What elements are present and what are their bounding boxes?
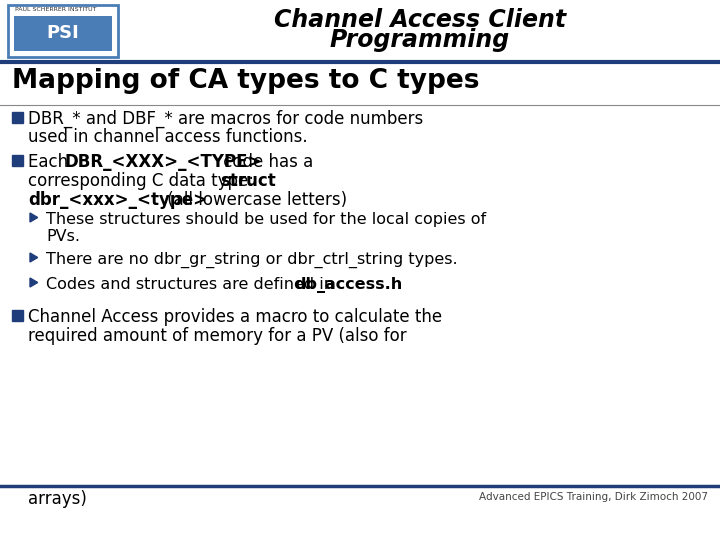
Text: db_access.h: db_access.h xyxy=(294,277,402,293)
Text: used in channel access functions.: used in channel access functions. xyxy=(28,128,307,146)
Text: Each: Each xyxy=(28,153,73,171)
Text: There are no dbr_gr_string or dbr_ctrl_string types.: There are no dbr_gr_string or dbr_ctrl_s… xyxy=(46,252,458,268)
Text: dbr_<xxx>_<type>: dbr_<xxx>_<type> xyxy=(28,191,207,209)
Text: DBR_* and DBF_* are macros for code numbers: DBR_* and DBF_* are macros for code numb… xyxy=(28,110,423,129)
Text: PVs.: PVs. xyxy=(46,229,80,244)
Polygon shape xyxy=(30,253,37,262)
Text: PAUL SCHERRER INSTITUT: PAUL SCHERRER INSTITUT xyxy=(15,7,96,12)
Text: Programming: Programming xyxy=(330,28,510,52)
Text: Channel Access provides a macro to calculate the: Channel Access provides a macro to calcu… xyxy=(28,308,442,326)
Text: (all lowercase letters): (all lowercase letters) xyxy=(162,191,347,209)
Text: Mapping of CA types to C types: Mapping of CA types to C types xyxy=(12,68,480,94)
Text: These structures should be used for the local copies of: These structures should be used for the … xyxy=(46,212,486,227)
Bar xyxy=(12,155,23,166)
Bar xyxy=(12,310,23,321)
Polygon shape xyxy=(30,213,37,222)
FancyBboxPatch shape xyxy=(14,16,112,51)
Text: Channel Access Client: Channel Access Client xyxy=(274,8,566,32)
Bar xyxy=(12,112,23,123)
FancyBboxPatch shape xyxy=(8,5,118,57)
Text: DBR_<XXX>_<TYPE>: DBR_<XXX>_<TYPE> xyxy=(64,153,261,171)
Polygon shape xyxy=(30,278,37,287)
Text: required amount of memory for a PV (also for: required amount of memory for a PV (also… xyxy=(28,327,407,345)
Text: code has a: code has a xyxy=(218,153,313,171)
Text: Codes and structures are defined in: Codes and structures are defined in xyxy=(46,277,339,292)
Text: PSI: PSI xyxy=(47,24,79,42)
Text: arrays): arrays) xyxy=(28,490,87,508)
Text: Advanced EPICS Training, Dirk Zimoch 2007: Advanced EPICS Training, Dirk Zimoch 200… xyxy=(479,492,708,502)
Text: struct: struct xyxy=(220,172,276,190)
Text: corresponding C data type:: corresponding C data type: xyxy=(28,172,259,190)
